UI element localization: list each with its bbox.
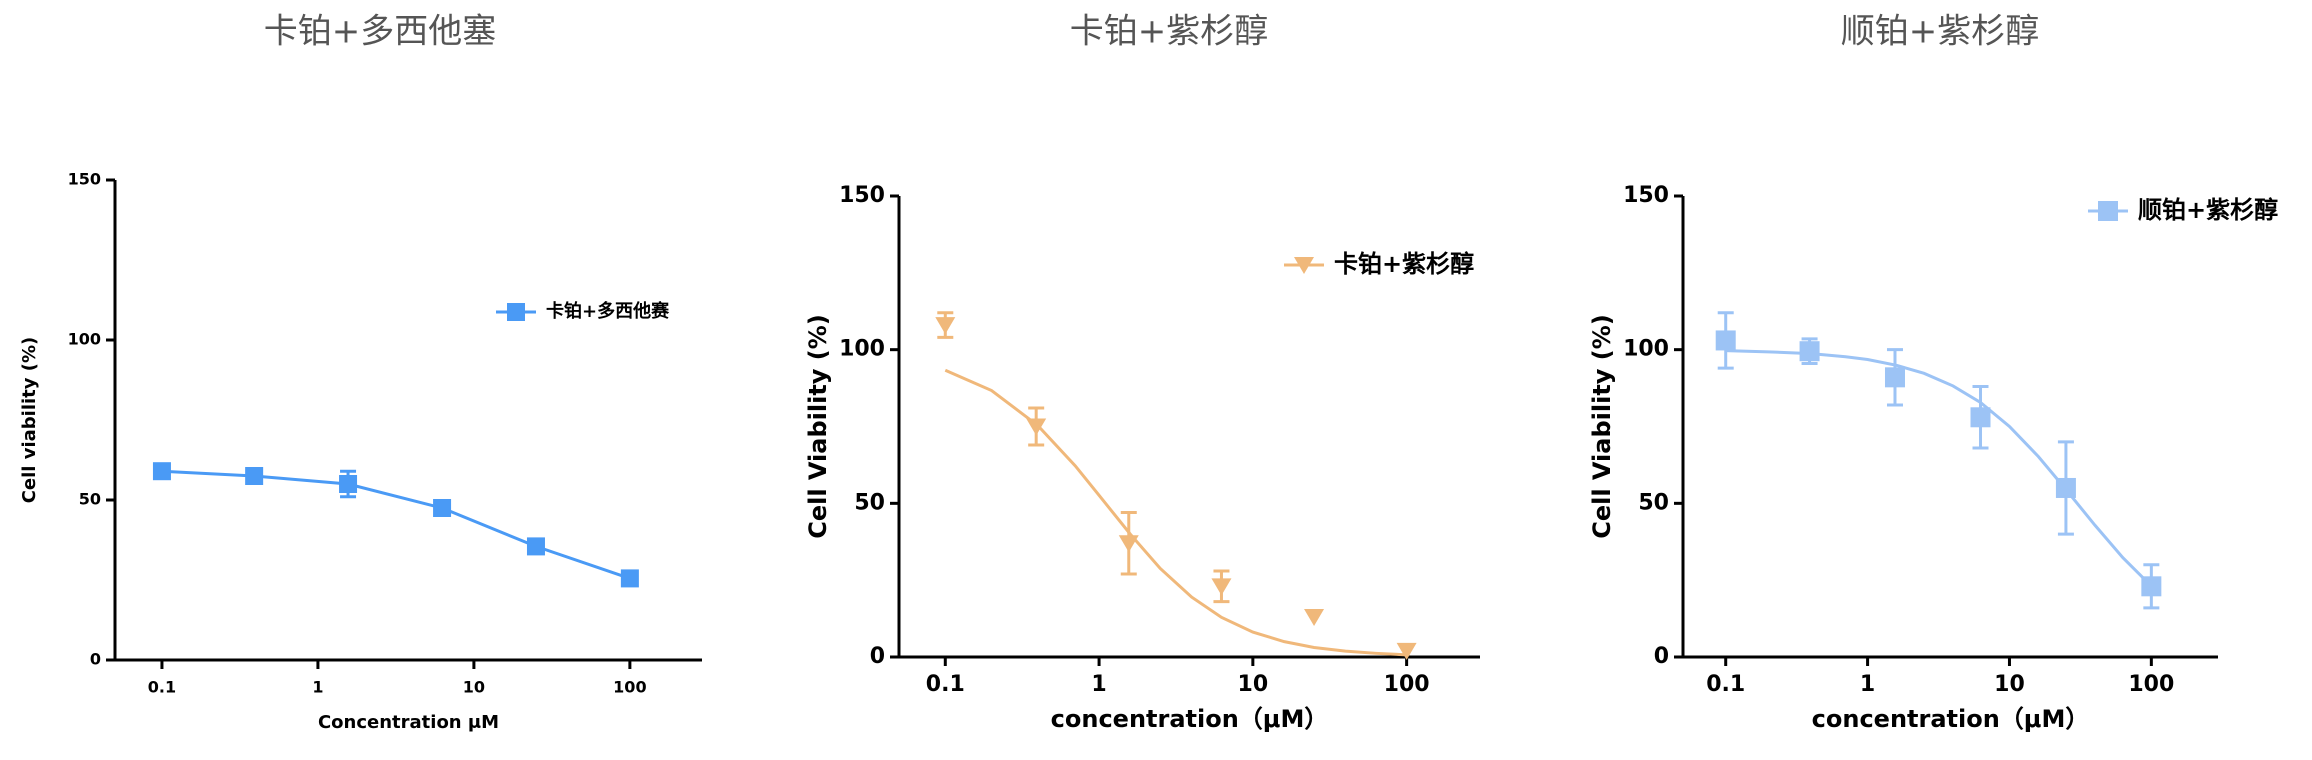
y-tick-label: 50 [79, 490, 101, 509]
chart-title: 卡铂+紫杉醇 [1070, 12, 1269, 52]
y-tick-label: 100 [68, 330, 101, 349]
marker [935, 317, 956, 335]
x-tick-label: 100 [1384, 672, 1430, 697]
y-tick-label: 150 [1623, 183, 1669, 208]
x-tick-label: 100 [2128, 672, 2174, 697]
y-axis-label: Cell Viability (%) [804, 314, 832, 539]
x-tick-label: 1 [1860, 672, 1875, 697]
marker [1118, 535, 1139, 553]
fit-curve [1725, 349, 2153, 588]
y-tick-label: 150 [839, 183, 885, 208]
y-tick-label: 150 [68, 170, 101, 189]
marker [1970, 407, 1991, 428]
legend-label: 顺铂+紫杉醇 [2138, 196, 2278, 224]
y-tick-label: 50 [1638, 490, 1669, 515]
y-axis-label: Cell Viability (%) [1588, 314, 1616, 539]
y-tick-label: 0 [870, 644, 885, 669]
marker [1799, 341, 1820, 362]
x-axis-label: concentration（μM） [1051, 705, 1329, 733]
x-tick-label: 0.1 [926, 672, 965, 697]
y-tick-label: 100 [1623, 337, 1669, 362]
x-tick-label: 1 [1091, 672, 1106, 697]
chart-title: 卡铂+多西他塞 [264, 12, 497, 52]
legend-marker [1294, 257, 1314, 274]
marker [1211, 578, 1232, 596]
marker [245, 467, 264, 485]
legend-label: 卡铂+多西他赛 [546, 300, 670, 322]
marker [339, 475, 358, 493]
marker [1715, 330, 1736, 351]
x-axis-label: concentration（μM） [1812, 705, 2090, 733]
x-tick-label: 0.1 [1706, 672, 1745, 697]
marker [2141, 576, 2162, 597]
y-tick-label: 50 [854, 490, 885, 515]
x-tick-label: 1 [312, 678, 323, 697]
x-tick-label: 0.1 [148, 678, 176, 697]
x-tick-label: 10 [463, 678, 485, 697]
marker [526, 537, 545, 556]
x-tick-label: 10 [1238, 672, 1269, 697]
fit-curve [161, 469, 631, 580]
marker [1396, 642, 1417, 660]
fit-curve [944, 368, 1407, 657]
y-axis-label: Cell viability (%) [19, 337, 40, 504]
x-tick-label: 100 [613, 678, 646, 697]
marker [1304, 609, 1325, 627]
x-tick-label: 10 [1994, 672, 2025, 697]
legend-marker [507, 303, 525, 321]
marker [152, 462, 171, 481]
marker [2055, 477, 2076, 498]
legend-label: 卡铂+紫杉醇 [1334, 250, 1474, 278]
legend-marker [2098, 201, 2118, 221]
marker [1026, 418, 1047, 436]
y-tick-label: 100 [839, 337, 885, 362]
x-axis-label: Concentration μM [318, 712, 499, 733]
marker [1884, 367, 1905, 388]
y-tick-label: 0 [90, 650, 101, 669]
marker [620, 569, 639, 588]
marker [433, 499, 452, 517]
chart-title: 顺铂+紫杉醇 [1841, 12, 2040, 52]
y-tick-label: 0 [1654, 644, 1669, 669]
